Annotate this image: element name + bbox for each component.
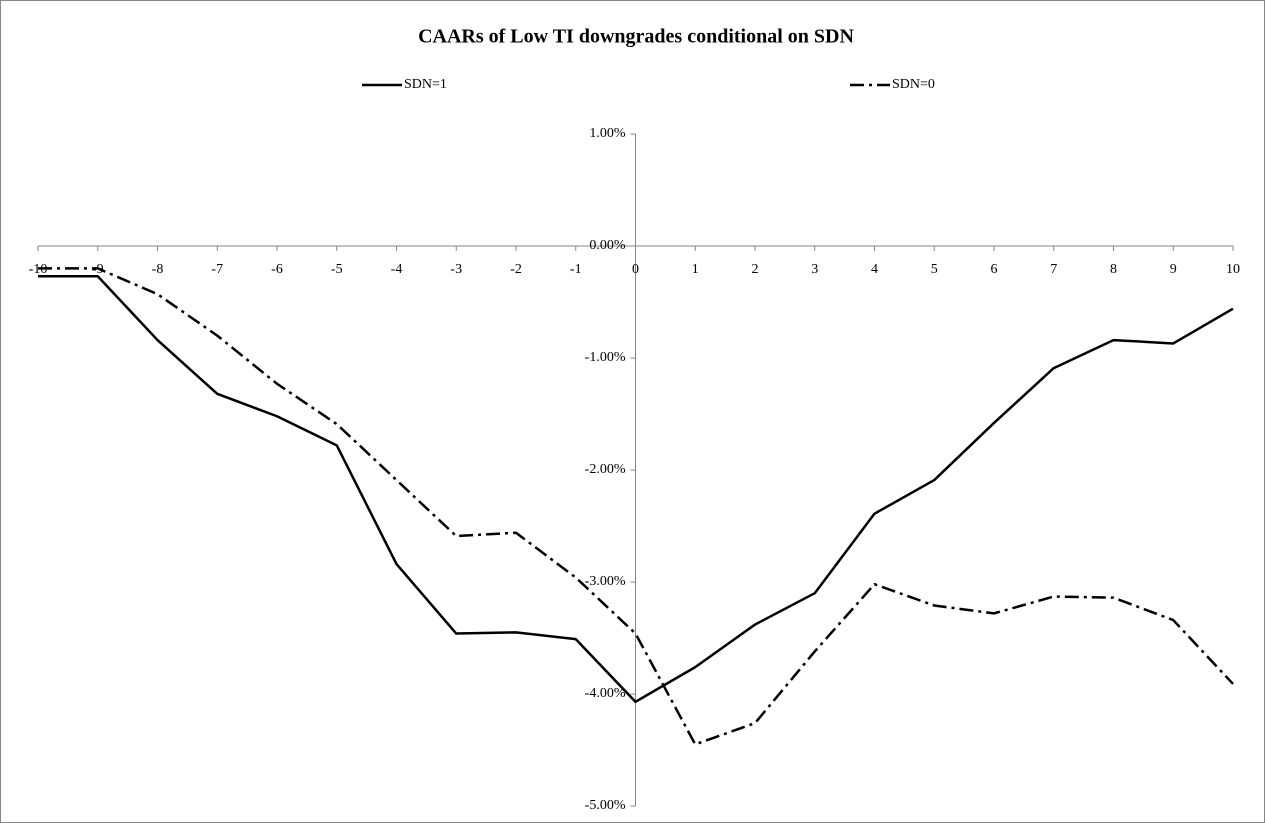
x-tick-label: 8 [1110, 262, 1117, 277]
y-tick-label: -1.00% [585, 350, 626, 365]
x-tick-label: -7 [211, 262, 223, 277]
x-tick-label: 4 [871, 262, 878, 277]
x-tick-label: 9 [1170, 262, 1177, 277]
legend-label: SDN=0 [892, 77, 935, 92]
chart-title: CAARs of Low TI downgrades conditional o… [418, 26, 854, 48]
x-tick-label: 3 [811, 262, 818, 277]
x-tick-label: 10 [1226, 262, 1240, 277]
x-tick-label: 6 [991, 262, 998, 277]
x-tick-label: -2 [510, 262, 522, 277]
x-tick-label: 2 [752, 262, 759, 277]
x-tick-label: 5 [931, 262, 938, 277]
y-tick-label: -2.00% [585, 462, 626, 477]
x-tick-label: -3 [450, 262, 462, 277]
legend-label: SDN=1 [404, 77, 447, 92]
x-tick-label: -6 [271, 262, 283, 277]
x-tick-label: -5 [331, 262, 343, 277]
y-tick-label: 0.00% [589, 238, 626, 253]
x-tick-label: -8 [152, 262, 164, 277]
x-tick-label: -10 [29, 262, 48, 277]
x-tick-label: -4 [391, 262, 403, 277]
x-tick-label: 1 [692, 262, 699, 277]
y-tick-label: 1.00% [589, 126, 626, 141]
y-tick-label: -4.00% [585, 686, 626, 701]
x-tick-label: 7 [1050, 262, 1057, 277]
x-tick-label: 0 [632, 262, 639, 277]
y-tick-label: -3.00% [585, 574, 626, 589]
series-line [38, 274, 1234, 704]
x-tick-label: -1 [570, 262, 582, 277]
series-line [38, 267, 1234, 746]
y-tick-label: -5.00% [585, 798, 626, 813]
